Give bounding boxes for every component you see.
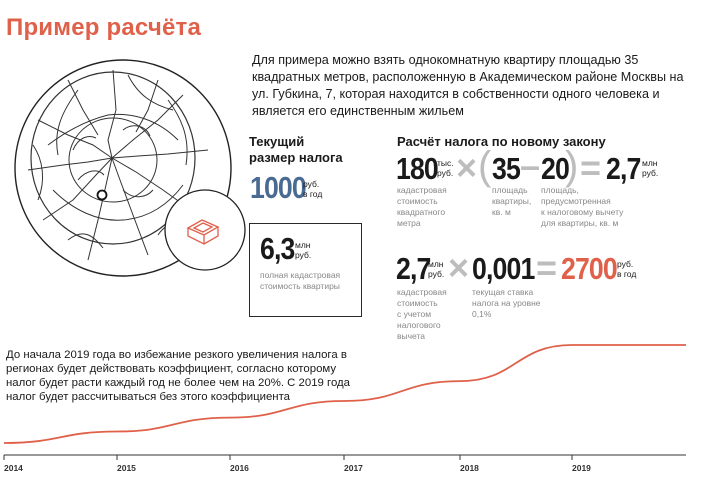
page-title: Пример расчёта xyxy=(6,14,202,41)
formula1-term2-value: 35 xyxy=(492,151,521,186)
tax-series-line xyxy=(3,344,686,444)
x-tick-label-2014: 2014 xyxy=(4,463,23,473)
cadastral-total-value: 6,3 xyxy=(260,231,295,266)
formula1-multiply-operator: × xyxy=(456,147,478,188)
formula1-term3-caption: площадь, предусмотренная к налоговому вы… xyxy=(541,185,624,228)
formula1-term1-unit: тыс. руб. xyxy=(437,158,454,178)
formula1-minus-operator: – xyxy=(520,145,541,186)
formula2-term1-unit: млн руб. xyxy=(428,259,445,279)
cadastral-total-caption: полная кадастровая стоимость квартиры xyxy=(260,270,341,291)
tax-growth-chart: 2014 2015 2016 2017 2018 2019 xyxy=(3,344,686,473)
location-marker-icon xyxy=(96,189,108,201)
cadastral-total-box xyxy=(249,223,362,317)
formula1-term1-value: 180 xyxy=(396,151,439,186)
x-tick-label-2019: 2019 xyxy=(572,463,591,473)
formula2-term1-caption: кадастровая стоимость с учетом налоговог… xyxy=(397,287,447,341)
formula2-equals-operator: = xyxy=(536,247,558,288)
formula2-result-value: 2700 xyxy=(561,251,618,286)
x-tick-label-2016: 2016 xyxy=(230,463,249,473)
apartment-icon xyxy=(186,219,220,245)
formula1-term3-value: 20 xyxy=(541,151,570,186)
formula1-result-value: 2,7 xyxy=(606,151,641,186)
formula1-close-paren: ) xyxy=(565,144,579,188)
intro-paragraph: Для примера можно взять однокомнатную кв… xyxy=(252,53,684,118)
x-tick-label-2018: 2018 xyxy=(460,463,479,473)
moscow-map-illustration xyxy=(14,59,246,277)
formula1-result-unit: млн руб. xyxy=(642,158,659,178)
formula2-result-unit: руб. в год xyxy=(617,259,637,279)
formula2-term1-value: 2,7 xyxy=(396,251,431,286)
formula1-term1-caption: кадастровая стоимость квадратного метра xyxy=(397,185,447,228)
current-tax-value: 1000 xyxy=(250,170,307,205)
cadastral-total-unit: млн руб. xyxy=(295,240,312,260)
current-tax-unit: руб. в год xyxy=(303,179,323,199)
x-tick-label-2015: 2015 xyxy=(117,463,136,473)
formula1-term2-caption: площадь квартиры, кв. м xyxy=(492,185,532,217)
formula2-term2-value: 0,001 xyxy=(472,251,535,286)
new-law-heading: Расчёт налога по новому закону xyxy=(397,134,606,149)
formula1-equals-operator: = xyxy=(580,147,602,188)
formula2-multiply-operator: × xyxy=(448,247,470,288)
x-tick-label-2017: 2017 xyxy=(344,463,363,473)
current-tax-heading: Текущий размер налога xyxy=(249,134,343,165)
formula1-open-paren: ( xyxy=(478,144,492,188)
apartment-inset-circle xyxy=(164,189,246,271)
coefficient-note: До начала 2019 года во избежание резкого… xyxy=(6,349,351,403)
formula2-term2-caption: текущая ставка налога на уровне 0,1% xyxy=(472,287,541,319)
